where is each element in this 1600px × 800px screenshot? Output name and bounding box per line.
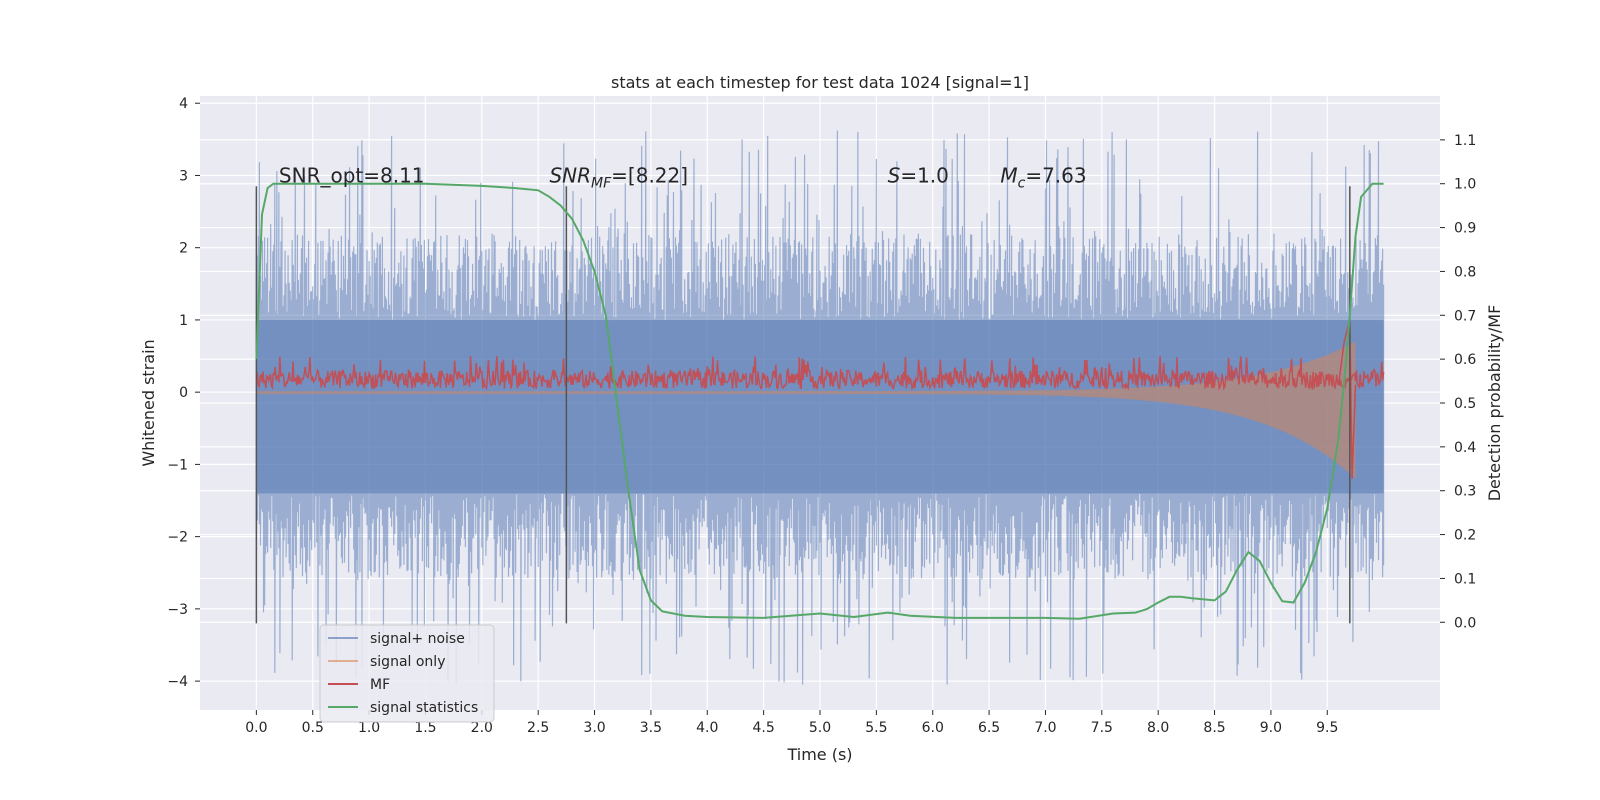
- x-tick-label-6: 3.0: [583, 720, 605, 736]
- legend-label-signal-only: signal only: [370, 654, 445, 670]
- x-tick-label-5: 2.5: [527, 720, 549, 736]
- x-tick-label-11: 5.5: [865, 720, 887, 736]
- y-tick-label-left-0: 4: [179, 96, 188, 112]
- y-tick-label-right-0: 1.1: [1454, 133, 1476, 149]
- chart-title: stats at each timestep for test data 102…: [611, 73, 1029, 92]
- x-tick-label-16: 8.0: [1147, 720, 1169, 736]
- y-tick-label-right-2: 0.9: [1454, 221, 1476, 237]
- y-tick-label-left-7: −3: [167, 602, 188, 618]
- y-tick-label-left-1: 3: [179, 168, 188, 184]
- mf-line: [255, 356, 1385, 392]
- y-tick-label-right-8: 0.3: [1454, 484, 1476, 500]
- x-tick-label-10: 5.0: [809, 720, 831, 736]
- y-tick-label-right-6: 0.5: [1454, 396, 1476, 412]
- y-ticks-left: 4 3 2 1 0 −1 −2 −3 −4: [167, 96, 200, 690]
- annotations: SNR_opt=8.11 SNRMF=[8.22] S=1.0 Mc=7.63: [279, 163, 1087, 191]
- x-tick-label-14: 7.0: [1034, 720, 1056, 736]
- annotation-0: SNR_opt=8.11: [279, 163, 425, 187]
- y-tick-label-left-8: −4: [167, 674, 188, 690]
- vertical-markers: [255, 186, 1351, 624]
- y-tick-label-right-1: 1.0: [1454, 177, 1476, 193]
- y-tick-label-left-6: −2: [167, 530, 188, 546]
- x-tick-label-1: 0.5: [302, 720, 324, 736]
- signal-noise-line: [255, 130, 1385, 685]
- annotation-3: Mc=7.63: [1000, 163, 1086, 191]
- x-tick-label-18: 9.0: [1260, 720, 1282, 736]
- legend-box: [319, 624, 495, 723]
- x-tick-label-9: 4.5: [753, 720, 775, 736]
- x-tick-label-2: 1.0: [358, 720, 380, 736]
- signal-statistics-line: [255, 182, 1384, 620]
- y-tick-label-left-3: 1: [179, 313, 188, 329]
- y-axis-label-left: Whitened strain: [139, 339, 158, 466]
- y-tick-label-left-4: 0: [179, 385, 188, 401]
- y-tick-label-left-2: 2: [179, 241, 188, 257]
- series-signal-statistics: [255, 182, 1384, 620]
- y-axis-label-right: Detection probability/MF: [1485, 305, 1504, 502]
- annotation-2: S=1.0: [888, 163, 949, 187]
- y-tick-label-right-11: 0.0: [1454, 615, 1476, 631]
- x-tick-label-13: 6.5: [978, 720, 1000, 736]
- legend-label-signal-noise: signal+ noise: [370, 631, 465, 647]
- y-tick-label-right-4: 0.7: [1454, 308, 1476, 324]
- x-tick-label-8: 4.0: [696, 720, 718, 736]
- x-tick-label-17: 8.5: [1203, 720, 1225, 736]
- x-tick-label-15: 7.5: [1091, 720, 1113, 736]
- legend: signal+ noise signal only MF signal stat…: [319, 624, 495, 723]
- y-tick-label-left-5: −1: [167, 457, 188, 473]
- legend-label-mf: MF: [370, 677, 390, 693]
- y-tick-label-right-7: 0.4: [1454, 440, 1476, 456]
- legend-label-signal-statistics: signal statistics: [370, 700, 478, 716]
- x-ticks: 0.0 0.5 1.0 1.5 2.0 2.5 3.0 3.5 4.0 4.5 5.0 5.5 6.0 6…: [245, 710, 1338, 736]
- x-tick-label-7: 3.5: [640, 720, 662, 736]
- y-tick-label-right-5: 0.6: [1454, 352, 1476, 368]
- y-tick-label-right-10: 0.1: [1454, 571, 1476, 587]
- x-axis-label: Time (s): [786, 745, 852, 764]
- y-tick-label-right-3: 0.8: [1454, 264, 1476, 280]
- y-tick-label-right-9: 0.2: [1454, 528, 1476, 544]
- x-tick-label-3: 1.5: [414, 720, 436, 736]
- annotation-1: SNRMF=[8.22]: [549, 163, 688, 191]
- x-tick-label-0: 0.0: [245, 720, 267, 736]
- y-ticks-right: 1.1 1.0 0.9 0.8 0.7 0.6 0.5 0.4 0.3 0.2 0.1 0.0: [1440, 133, 1476, 631]
- x-tick-label-4: 2.0: [471, 720, 493, 736]
- x-tick-label-19: 9.5: [1316, 720, 1338, 736]
- x-tick-label-12: 6.0: [922, 720, 944, 736]
